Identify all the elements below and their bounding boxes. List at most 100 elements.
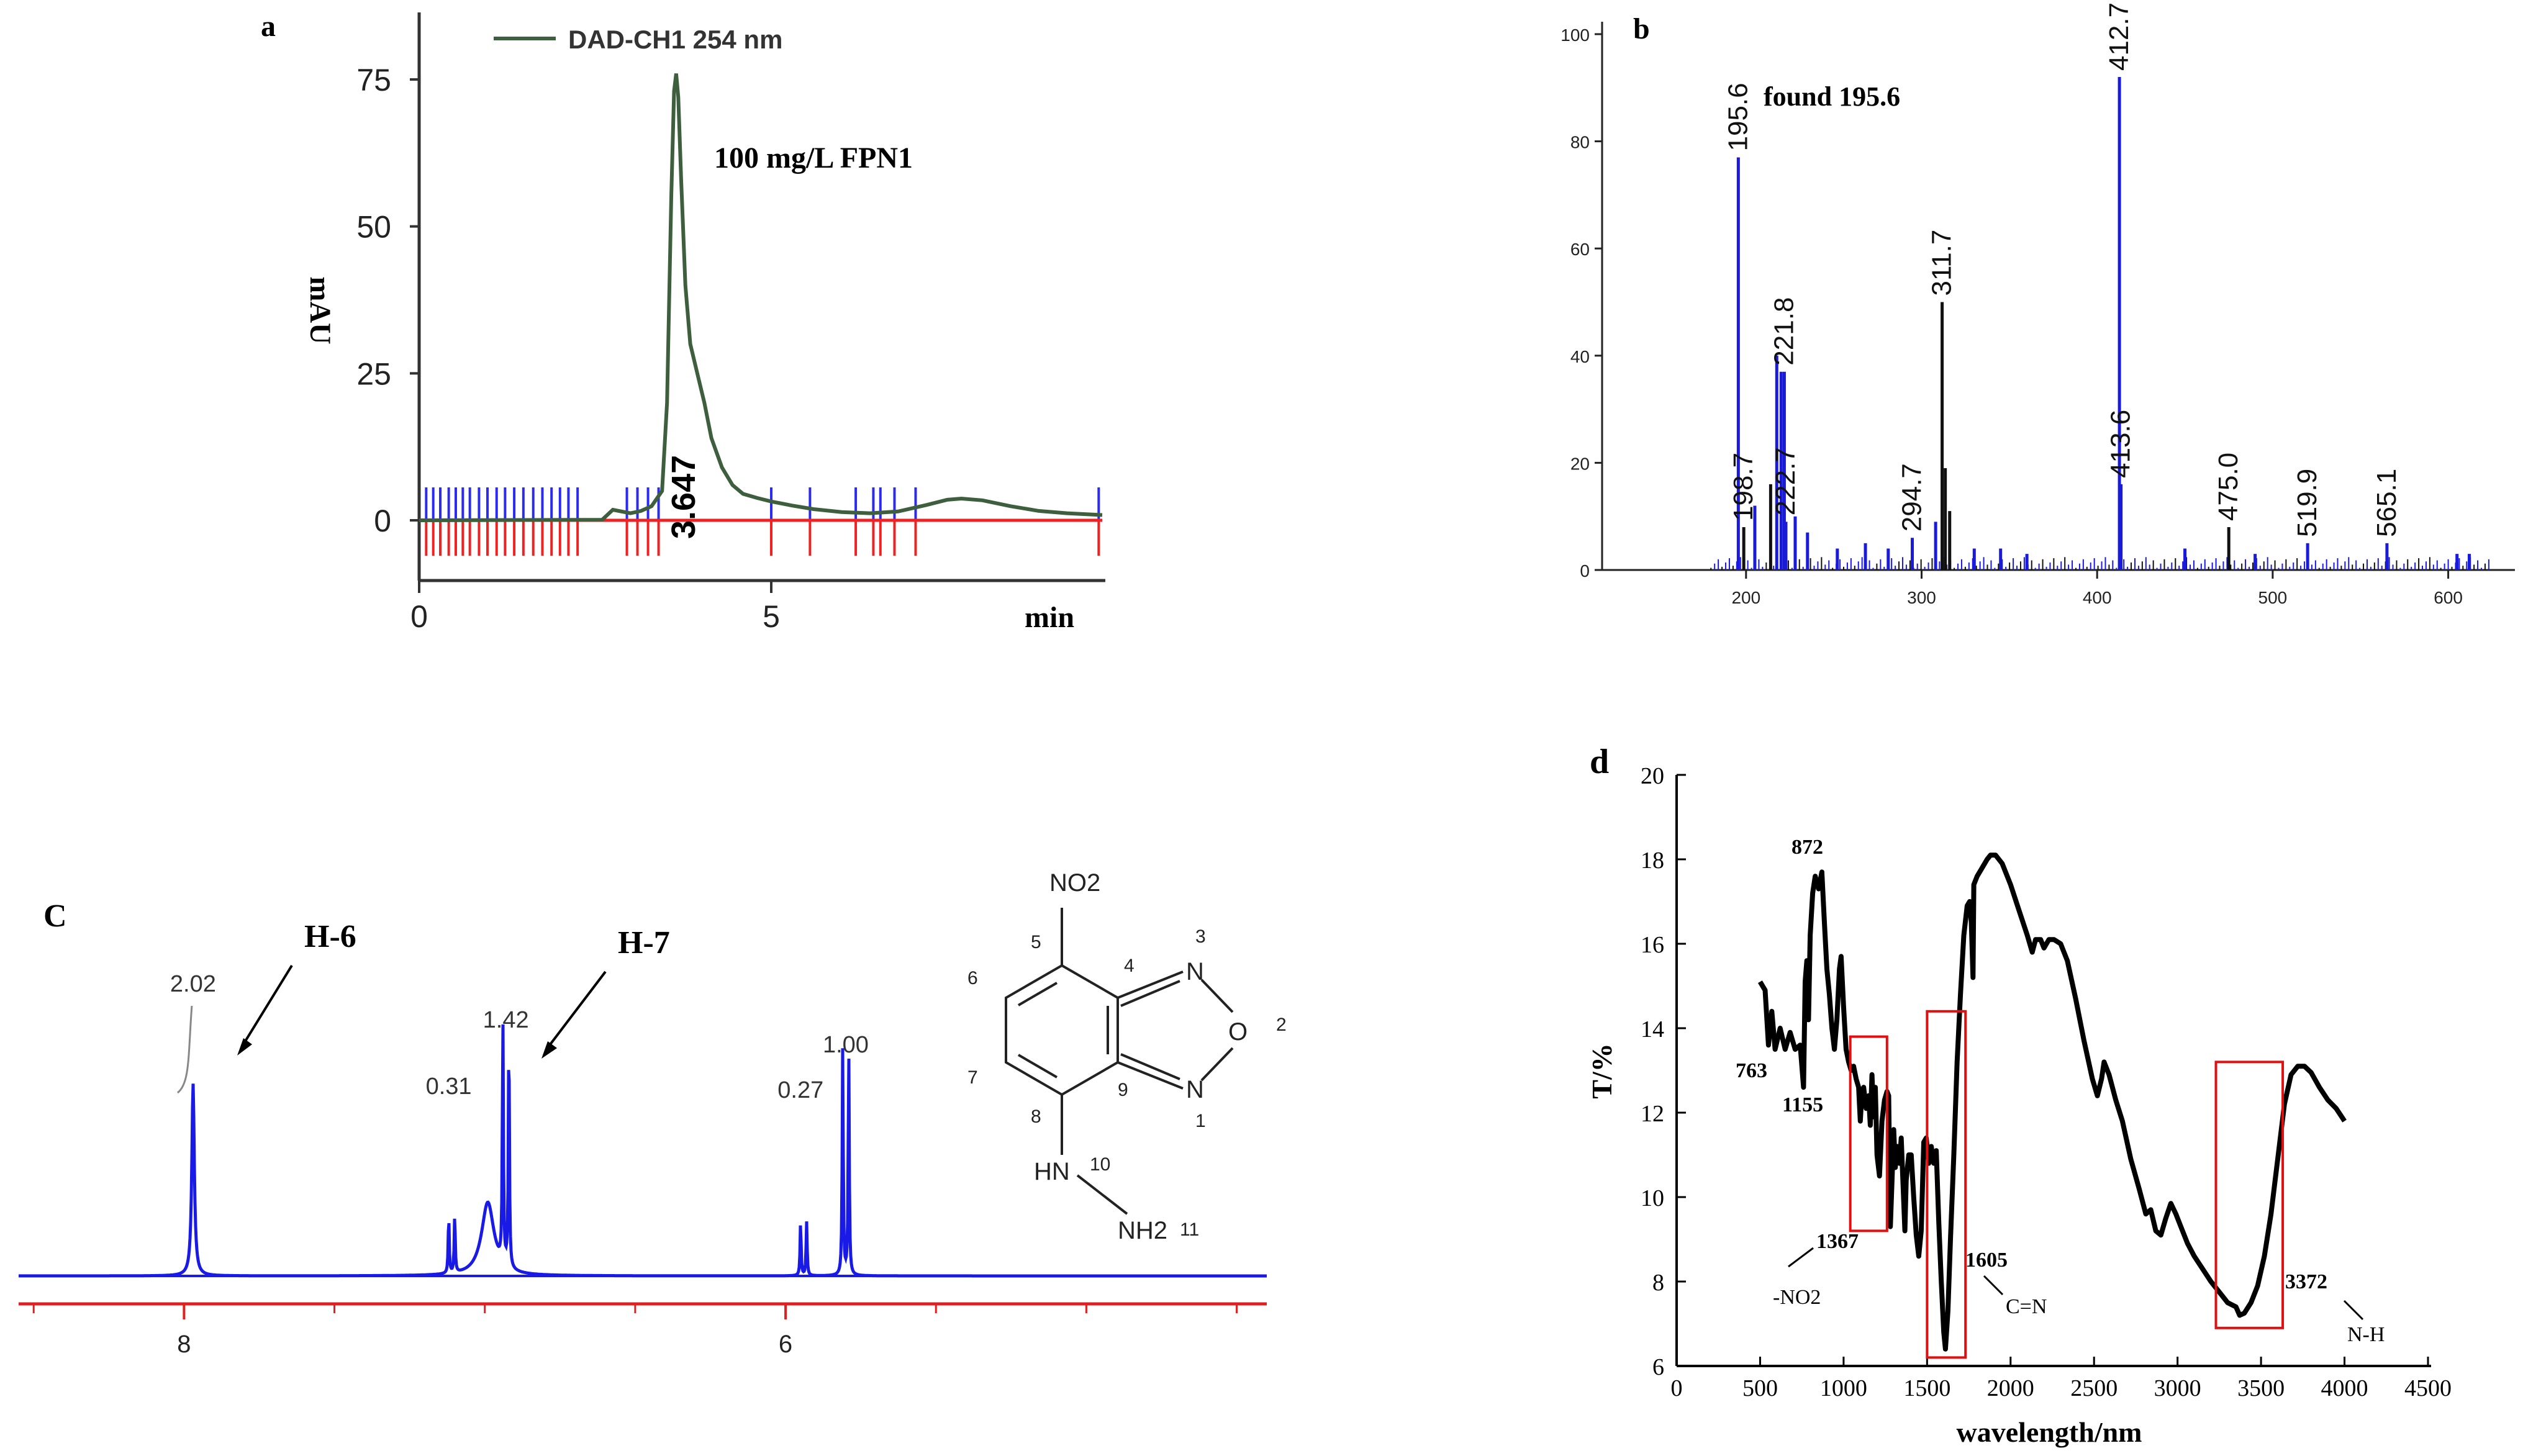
structure-num-3: 3	[1195, 926, 1206, 947]
ms-x-tick-label: 300	[1907, 588, 1936, 607]
hplc-peak-retention-label: 3.647	[665, 455, 702, 539]
ir-x-tick-label: 0	[1671, 1375, 1683, 1401]
structure-num-4: 4	[1124, 956, 1135, 976]
structure-no2-label: NO2	[1049, 869, 1100, 897]
panel-b-label: b	[1633, 12, 1650, 45]
ir-y-label: T/%	[1586, 1043, 1618, 1098]
ir-peak-label-1155: 1155	[1782, 1093, 1823, 1116]
nmr-integral-label: 1.42	[483, 1007, 529, 1033]
hplc-y-tick-label: 75	[356, 63, 391, 97]
structure-o-atom: O	[1228, 1018, 1248, 1046]
panel-b: b found 195.6 0 20 40 60 80 100 200 300 400 500 6…	[1560, 2, 2515, 607]
hplc-y-tick-label: 25	[356, 356, 391, 391]
ms-peak-label: 195.6	[1723, 83, 1753, 151]
ir-x-tick-label: 1000	[1820, 1375, 1867, 1401]
hplc-x-tick-label: 5	[763, 599, 780, 634]
nmr-h6-arrowhead	[237, 1038, 252, 1056]
ir-y-tick-label: 16	[1641, 932, 1664, 958]
ir-spectrum-line	[1757, 852, 2347, 1352]
ir-arrow-no2	[1788, 1247, 1814, 1268]
ir-x-label: wavelength/nm	[1957, 1416, 2142, 1448]
nmr-x-tick-label: 6	[779, 1331, 792, 1358]
structure-n3-atom: N	[1186, 958, 1204, 985]
structure-num-2: 2	[1276, 1015, 1287, 1035]
ir-y-tick-label: 14	[1641, 1016, 1664, 1042]
panel-c-label: C	[43, 898, 67, 934]
structure-nh2-label: NH2	[1118, 1217, 1167, 1244]
nitrobenzoxadiazole-structure	[1005, 908, 1234, 1215]
nmr-integral-label: 2.02	[170, 971, 216, 997]
ir-highlight-box	[1849, 1035, 1888, 1232]
panel-d-label: d	[1590, 743, 1609, 781]
ir-arrow-nh	[2343, 1300, 2364, 1321]
nmr-h6-arrow	[241, 964, 293, 1047]
ir-y-tick-label: 8	[1652, 1270, 1664, 1296]
ir-x-tick-label: 500	[1742, 1375, 1778, 1401]
structure-num-5: 5	[1031, 932, 1041, 952]
ir-x-tick-label: 4000	[2321, 1375, 2368, 1401]
panel-a: a DAD-CH1 254 nm 100 mg/L FPN1 mAU min 0…	[261, 10, 1105, 634]
ms-x-tick-label: 200	[1731, 588, 1760, 607]
ms-y-tick-label: 60	[1570, 240, 1590, 259]
ir-highlight-box	[1926, 1010, 1967, 1359]
ir-y-tick-label: 6	[1652, 1354, 1664, 1380]
hplc-legend-text: DAD-CH1 254 nm	[568, 25, 782, 54]
ir-group-no2: -NO2	[1773, 1286, 1821, 1309]
ms-annotation: found 195.6	[1764, 81, 1900, 112]
structure-num-9: 9	[1118, 1080, 1128, 1100]
ms-x-tick-label: 600	[2434, 588, 2463, 607]
hplc-y-tick-label: 0	[374, 504, 391, 538]
structure-num-1: 1	[1195, 1111, 1206, 1131]
structure-hn-label: HN	[1034, 1158, 1070, 1185]
ir-x-tick-label: 3500	[2237, 1375, 2285, 1401]
ms-y-tick-label: 20	[1570, 454, 1590, 473]
nmr-integral-label: 0.27	[777, 1077, 823, 1103]
ms-y-tick-label: 100	[1560, 25, 1590, 45]
hplc-x-label: min	[1025, 601, 1074, 634]
nmr-integral-label: 1.00	[823, 1032, 869, 1058]
ir-y-tick-label: 18	[1641, 848, 1664, 874]
ms-peak-label: 413.6	[2106, 410, 2136, 478]
ir-y-tick-label: 20	[1641, 763, 1664, 789]
ir-peak-label-872: 872	[1791, 836, 1823, 859]
panel-c: C 8 6 2.02 0.31 1.42 0.271.00 H-6 H-7	[19, 869, 1287, 1358]
ms-peak-label: 294.7	[1897, 463, 1927, 531]
structure-n1-atom: N	[1186, 1076, 1204, 1103]
hplc-y-tick-label: 50	[356, 210, 391, 245]
ms-peak-label: 221.8	[1769, 297, 1799, 366]
ms-y-tick-label: 0	[1580, 561, 1590, 581]
nmr-integral-label: 0.31	[426, 1074, 472, 1100]
hplc-annotation: 100 mg/L FPN1	[714, 142, 913, 174]
ir-group-cn: C=N	[2006, 1295, 2047, 1318]
ir-x-tick-label: 1500	[1903, 1375, 1950, 1401]
ir-y-tick-label: 12	[1641, 1101, 1664, 1127]
ir-x-tick-label: 2500	[2070, 1375, 2118, 1401]
ms-peak-label: 412.7	[2104, 2, 2134, 71]
ms-y-tick-label: 40	[1570, 347, 1590, 366]
nmr-spectrum-line	[19, 1024, 1267, 1278]
panel-a-label: a	[261, 10, 276, 43]
ms-peak-label: 311.7	[1927, 230, 1957, 296]
structure-num-7: 7	[967, 1067, 978, 1088]
hplc-trace-line	[419, 73, 1103, 522]
structure-num-11: 11	[1180, 1219, 1199, 1240]
ms-peak-label: 222.7	[1770, 447, 1801, 515]
ir-highlight-box	[2214, 1060, 2285, 1329]
panel-d: d T/% wavelength/nm 6 8 10 12 14 16 18 20 0 500 1…	[1586, 743, 2452, 1448]
ms-peak-label: 198.7	[1728, 453, 1759, 521]
structure-num-6: 6	[967, 968, 978, 988]
nmr-h7-arrow	[545, 970, 607, 1051]
ir-peak-label-3372: 3372	[2285, 1270, 2327, 1293]
structure-num-10: 10	[1090, 1154, 1110, 1175]
nmr-h7-label: H-7	[618, 925, 670, 961]
ir-group-nh: N-H	[2347, 1323, 2385, 1346]
ir-x-tick-label: 3000	[2154, 1375, 2201, 1401]
ms-x-tick-label: 500	[2258, 588, 2288, 607]
ir-arrow-cn	[1983, 1275, 2004, 1296]
hplc-y-label: mAU	[304, 276, 337, 344]
ir-x-tick-label: 4500	[2404, 1375, 2452, 1401]
ir-peak-label-1605: 1605	[1965, 1249, 2008, 1272]
structure-num-8: 8	[1031, 1106, 1041, 1127]
ir-y-tick-label: 10	[1641, 1185, 1664, 1211]
ir-peak-label-1367: 1367	[1816, 1230, 1859, 1253]
